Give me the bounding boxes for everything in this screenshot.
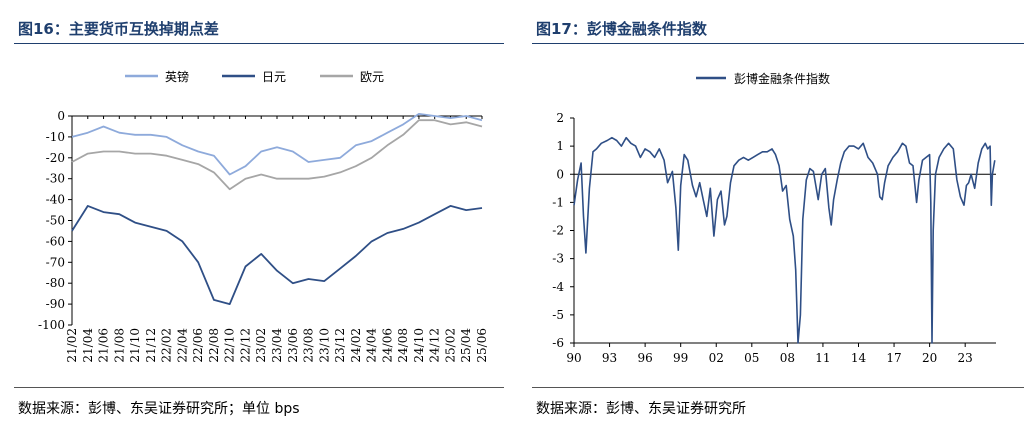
y-tick-label: -40	[46, 193, 65, 207]
y-tick-label: -100	[38, 318, 65, 332]
series-line-fci	[573, 136, 996, 344]
legend-label: 日元	[262, 70, 286, 84]
y-tick-label: -6	[552, 336, 564, 350]
right-chart-panel: 图17：彭博金融条件指数 2 1 0 -1 -2 -3 -4 -5 -6 90 93 96 99 02 05…	[518, 0, 1030, 429]
x-tick-label: 22/12	[238, 328, 252, 363]
x-tick-label: 24/02	[349, 328, 363, 363]
legend-label: 欧元	[360, 70, 384, 84]
x-tick-label: 96	[637, 351, 652, 365]
right-line-chart: 2 1 0 -1 -2 -3 -4 -5 -690 93 96 99 02 05 08 11 14 17 20 23 彭…	[552, 71, 996, 365]
x-tick-label: 25/06	[475, 328, 489, 363]
y-tick-label: -30	[46, 172, 65, 186]
x-tick-label: 22/08	[207, 328, 221, 363]
x-tick-label: 22/10	[223, 328, 237, 363]
x-tick-label: 11	[815, 351, 830, 365]
x-tick-label: 22/02	[160, 328, 174, 363]
series-line-jpy	[71, 204, 483, 306]
x-tick-label: 14	[851, 351, 867, 365]
right-source-note: 数据来源：彭博、东吴证券研究所	[536, 401, 746, 417]
x-tick-label: 21/06	[97, 328, 111, 363]
x-tick-label: 23/02	[254, 328, 268, 363]
x-tick-label: 21/02	[65, 328, 79, 363]
y-tick-label: -4	[552, 280, 564, 294]
x-tick-label: 21/10	[128, 328, 142, 363]
x-tick-label: 23/04	[270, 328, 284, 363]
right-source-divider	[532, 387, 1024, 388]
x-tick-label: 22/04	[175, 328, 189, 363]
x-tick-label: 02	[709, 351, 724, 365]
left-source-divider	[14, 387, 504, 388]
x-tick-label: 05	[744, 351, 759, 365]
x-tick-label: 23/08	[302, 328, 316, 363]
left-chart-title: 图16：主要货币互换掉期点差	[18, 20, 219, 38]
left-title-divider	[14, 43, 504, 44]
x-tick-label: 99	[673, 351, 688, 365]
x-tick-label: 23/12	[333, 328, 347, 363]
left-source-note: 数据来源：彭博、东吴证券研究所；单位 bps	[18, 401, 300, 417]
y-tick-label: -70	[46, 255, 65, 269]
x-tick-label: 24/06	[380, 328, 394, 363]
series-line-eur	[71, 119, 483, 191]
x-tick-label: 24/10	[412, 328, 426, 363]
y-tick-label: -2	[552, 224, 564, 238]
y-tick-label: -10	[46, 130, 65, 144]
y-tick-label: -60	[46, 234, 65, 248]
right-title-divider	[532, 43, 1024, 44]
legend-label: 英镑	[165, 69, 189, 84]
x-tick-label: 25/02	[443, 328, 457, 363]
x-tick-label: 22/06	[191, 328, 205, 363]
x-tick-label: 20	[922, 351, 937, 365]
x-tick-label: 23/10	[317, 328, 331, 363]
y-tick-label: 0	[57, 109, 65, 123]
y-tick-label: -80	[46, 276, 65, 290]
y-tick-label: 2	[556, 111, 564, 125]
x-tick-label: 21/04	[81, 328, 95, 363]
x-tick-label: 23/06	[286, 328, 300, 363]
y-tick-label: -50	[46, 214, 65, 228]
x-tick-label: 24/04	[365, 328, 379, 363]
y-tick-label: -90	[46, 297, 65, 311]
right-chart-title: 图17：彭博金融条件指数	[536, 20, 707, 38]
left-chart-panel: 图16：主要货币互换掉期点差 0 -10 -20 -30 -40 -50 -60 -70 -80…	[0, 0, 510, 429]
y-tick-label: -20	[46, 151, 65, 165]
y-tick-label: -3	[552, 252, 564, 266]
x-tick-label: 90	[566, 351, 581, 365]
x-tick-label: 21/12	[144, 328, 158, 363]
y-tick-label: -5	[552, 308, 564, 322]
x-tick-label: 21/08	[112, 328, 126, 363]
legend-label: 彭博金融条件指数	[734, 71, 830, 86]
y-tick-label: 0	[556, 167, 564, 181]
x-tick-label: 23	[958, 351, 973, 365]
x-tick-label: 24/08	[396, 328, 410, 363]
x-tick-label: 93	[602, 351, 617, 365]
x-tick-label: 25/04	[459, 328, 473, 363]
x-tick-label: 24/12	[428, 328, 442, 363]
series-line-gbp	[71, 113, 483, 176]
y-tick-label: 1	[556, 139, 564, 153]
x-tick-label: 17	[886, 351, 901, 365]
y-tick-label: -1	[552, 195, 564, 209]
x-tick-label: 08	[780, 351, 795, 365]
